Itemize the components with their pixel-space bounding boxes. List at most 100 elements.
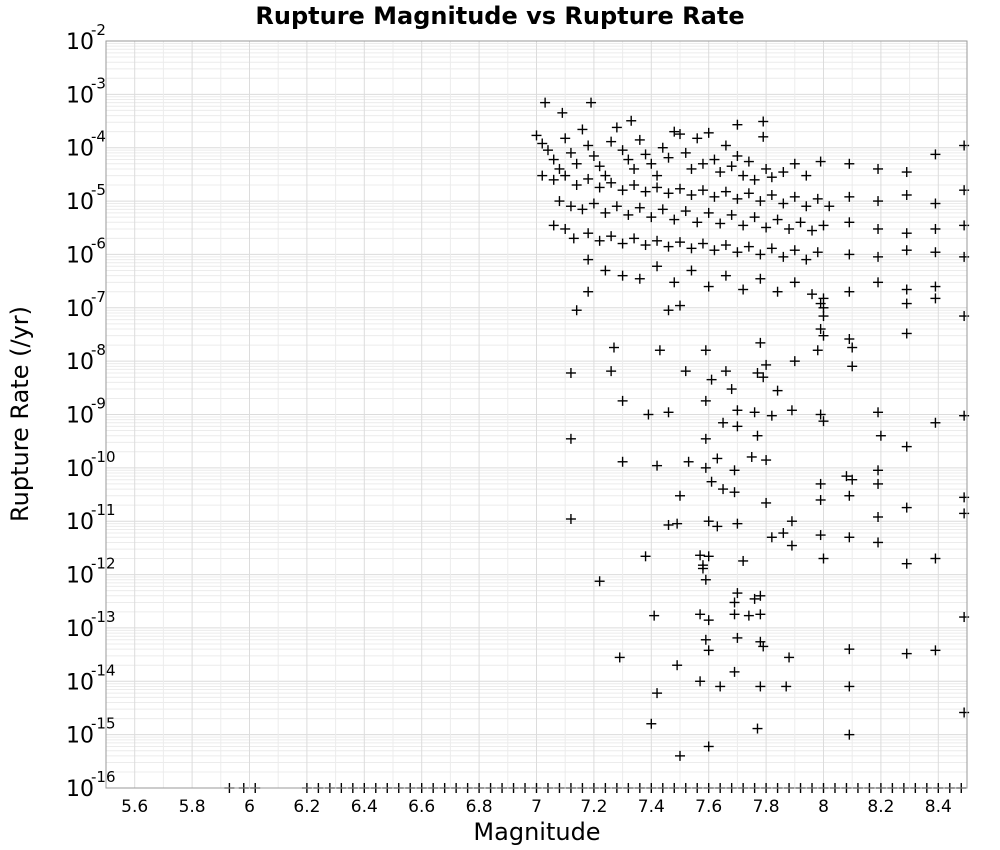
data-point [732, 405, 743, 416]
data-point [778, 167, 789, 178]
x-tick-label: 5.6 [121, 797, 148, 817]
data-point [657, 204, 668, 215]
data-point [815, 324, 826, 335]
data-point [930, 281, 941, 292]
y-tick-base: 10 [66, 724, 94, 749]
data-point [758, 116, 769, 127]
data-point [795, 217, 806, 228]
x-tick-label: 8.4 [925, 797, 952, 817]
data-point [901, 648, 912, 659]
data-point [675, 300, 685, 311]
data-point [560, 133, 571, 144]
data-point [930, 293, 941, 304]
y-tick-label: 10-3 [66, 74, 106, 108]
data-point [700, 574, 711, 585]
data-point [873, 251, 884, 262]
data-point [715, 218, 726, 229]
data-point [761, 359, 772, 370]
data-point [930, 149, 941, 160]
data-point [588, 198, 599, 209]
data-point [565, 433, 576, 444]
x-tick-label: 7.4 [638, 797, 665, 817]
x-tick-label: 6 [244, 797, 255, 817]
data-point [844, 334, 855, 345]
x-tick-label: 8 [818, 797, 829, 817]
data-point [738, 170, 749, 181]
data-point [758, 372, 769, 383]
data-point [675, 129, 685, 140]
y-tick-exponent: -9 [91, 395, 106, 413]
data-point [766, 532, 777, 543]
y-tick-label: 10-12 [66, 555, 116, 589]
data-point [901, 328, 912, 339]
data-point [686, 163, 697, 174]
y-tick-base: 10 [66, 777, 94, 802]
data-point [755, 196, 766, 207]
data-point [959, 185, 970, 196]
data-point [930, 247, 941, 258]
data-point [537, 170, 548, 181]
data-point [789, 356, 800, 367]
data-point [697, 238, 708, 249]
data-point [720, 140, 731, 151]
data-point [844, 729, 855, 740]
data-point [703, 281, 714, 292]
data-point [652, 460, 663, 471]
data-point [729, 609, 740, 620]
data-point [649, 610, 660, 621]
data-point [692, 217, 703, 228]
y-tick-label: 10-6 [66, 234, 106, 268]
data-point [901, 228, 912, 239]
data-point [720, 270, 731, 281]
data-point [726, 161, 737, 172]
data-point [617, 270, 628, 281]
y-axis-label: Rupture Rate (/yr) [6, 306, 34, 522]
y-tick-exponent: -2 [91, 21, 106, 39]
data-point [606, 366, 617, 377]
data-point [712, 453, 723, 464]
data-point [873, 407, 884, 418]
data-point [732, 632, 743, 643]
data-point [594, 235, 605, 246]
data-point [758, 641, 769, 652]
data-point [663, 407, 674, 418]
y-tick-base: 10 [66, 510, 94, 535]
x-tick-label: 6.8 [466, 797, 493, 817]
y-tick-base: 10 [66, 297, 94, 322]
data-point [959, 492, 970, 503]
data-point [743, 610, 754, 621]
data-point [844, 532, 855, 543]
data-point [617, 238, 628, 249]
data-point [560, 170, 571, 181]
data-point [557, 107, 568, 118]
data-point [930, 198, 941, 209]
data-point [629, 180, 640, 191]
data-point [669, 214, 680, 225]
data-point [611, 201, 622, 212]
data-point [901, 298, 912, 309]
data-point [560, 223, 571, 234]
data-point [732, 247, 743, 258]
data-point [818, 416, 829, 427]
data-point [611, 122, 622, 133]
x-tick-label: 6.2 [293, 797, 320, 817]
x-tick-label: 7 [531, 797, 542, 817]
data-point [789, 191, 800, 202]
data-point [761, 455, 772, 466]
data-point [697, 563, 708, 574]
data-point [752, 430, 763, 441]
data-point [815, 530, 826, 541]
data-point [565, 367, 576, 378]
data-point [571, 158, 582, 169]
x-tick-labels: 5.6 5.8 6 6.2 6.4 6.6 6.8 7 7.2 7.4 7.6 7.8 8 8.2 8.4 [121, 797, 952, 817]
data-point [812, 193, 823, 204]
data-point [594, 576, 605, 587]
y-tick-label: 10-13 [66, 608, 116, 642]
data-point [807, 289, 818, 300]
data-point [686, 243, 697, 254]
data-point [695, 676, 706, 687]
data-point [755, 609, 766, 620]
data-point [640, 149, 651, 160]
data-point [818, 220, 829, 231]
